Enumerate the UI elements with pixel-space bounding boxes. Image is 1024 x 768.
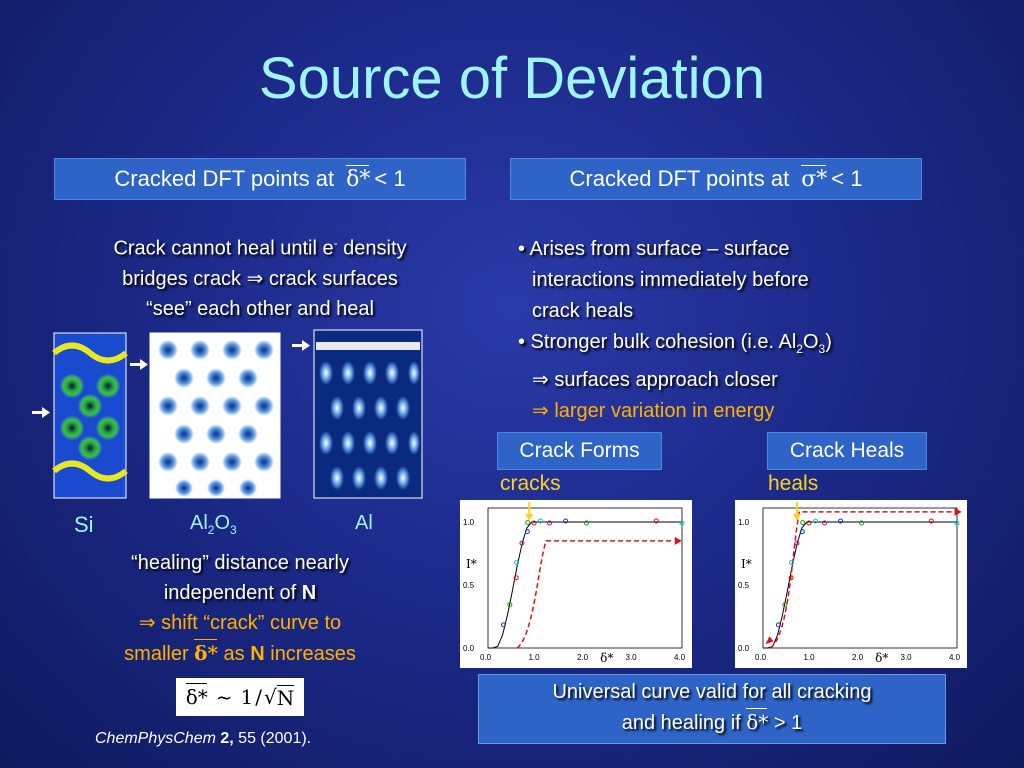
left-arrow-icon <box>32 407 50 418</box>
data-point <box>537 518 543 524</box>
x-tick-label: 2.0 <box>577 653 589 662</box>
healing-description: “healing” distance nearly independent of… <box>124 552 356 665</box>
universal-curve <box>763 521 957 649</box>
right-arrow-icon <box>292 340 310 351</box>
y-tick-label: 1.0 <box>463 518 475 527</box>
dashed-arrowhead <box>674 536 682 545</box>
data-point <box>800 520 806 526</box>
data-point <box>524 529 530 535</box>
right-header-symbol: σ* <box>801 164 828 192</box>
data-point <box>531 520 537 526</box>
y-tick-label: 0.5 <box>738 581 750 590</box>
scaling-formula: δ* ~ 1 / √ N <box>176 678 304 716</box>
left-header-box: Cracked DFT points at δ* < 1 <box>54 158 466 200</box>
shifted-dashed-curve <box>769 511 953 649</box>
citation: ChemPhysChem 2, 55 (2001). <box>95 730 312 747</box>
data-point <box>679 520 685 526</box>
x-tick-label: 3.0 <box>901 653 913 662</box>
dashed-arrowhead <box>954 507 962 516</box>
data-point <box>789 560 795 566</box>
crack-heal-description: Crack cannot heal until e- density bridg… <box>113 236 407 320</box>
data-point <box>812 518 818 524</box>
x-tick-label: 1.0 <box>529 653 541 662</box>
data-point <box>794 540 800 546</box>
dashed-arrowhead <box>765 636 774 645</box>
al-label: Al <box>355 512 373 534</box>
data-point <box>799 529 805 535</box>
y-tick-label: 0.0 <box>463 644 475 653</box>
data-point <box>954 520 960 526</box>
x-tick-label: 1.0 <box>804 653 816 662</box>
shifted-dashed-curve <box>516 540 673 649</box>
x-tick-label: 2.0 <box>852 653 864 662</box>
deviation-bullets: • Arises from surface – surface interact… <box>518 238 832 422</box>
data-point <box>838 518 844 524</box>
y-tick-label: 1.0 <box>738 518 750 527</box>
indicator-arrowhead <box>792 514 801 521</box>
data-point <box>525 520 531 526</box>
left-header-symbol: δ* <box>346 164 371 192</box>
crack-heals-plot: 0.0 1.0 2.0 3.0 4.0 0.0 0.5 1.0 I* δ* <box>735 500 967 668</box>
si-label: Si <box>74 512 94 537</box>
y-tick-label: 0.0 <box>738 644 750 653</box>
cracks-label: cracks <box>500 472 561 495</box>
universal-curve-box: Universal curve valid for all cracking a… <box>478 674 946 744</box>
data-point <box>547 520 553 526</box>
x-tick-label: 4.0 <box>674 653 686 662</box>
plot-frame <box>762 507 958 649</box>
data-point <box>788 575 794 581</box>
right-header-suffix: < 1 <box>831 166 863 191</box>
middle-arrow-icon <box>130 359 148 370</box>
data-point <box>775 622 781 628</box>
y-tick-label: 0.5 <box>463 581 475 590</box>
right-header-prefix: Cracked DFT points at <box>569 166 790 191</box>
al2o3-density-image <box>149 332 281 499</box>
data-point <box>563 518 569 524</box>
x-tick-label: 4.0 <box>949 653 961 662</box>
data-point <box>519 540 525 546</box>
data-point <box>806 520 812 526</box>
data-point <box>928 518 934 524</box>
data-point <box>822 520 828 526</box>
heals-label: heals <box>768 472 819 495</box>
left-header-suffix: < 1 <box>374 166 406 191</box>
data-point <box>514 560 520 566</box>
crack-heals-box: Crack Heals <box>767 432 927 470</box>
x-tick-label: 3.0 <box>626 653 638 662</box>
data-point <box>584 520 589 526</box>
x-tick-label: 0.0 <box>755 653 767 662</box>
crack-forms-plot: 0.0 1.0 2.0 3.0 4.0 0.0 0.5 1.0 I* δ* <box>460 500 692 668</box>
left-header-prefix: Cracked DFT points at <box>114 166 335 191</box>
indicator-arrowhead <box>525 514 534 521</box>
right-header-box: Cracked DFT points at σ* < 1 <box>510 158 922 200</box>
data-point <box>782 602 788 608</box>
data-point <box>507 602 513 608</box>
plot-frame <box>487 507 683 649</box>
si-density-image <box>52 332 128 499</box>
crack-forms-box: Crack Forms <box>497 432 662 470</box>
x-axis-label: δ* <box>875 651 888 665</box>
data-point <box>513 575 519 581</box>
x-axis-label: δ* <box>600 651 613 665</box>
al2o3-label: Al2O3 <box>190 512 237 537</box>
x-tick-label: 0.0 <box>480 653 492 662</box>
y-axis-label: I* <box>466 557 477 571</box>
slide-title: Source of Deviation <box>258 46 766 111</box>
y-axis-label: I* <box>741 557 752 571</box>
density-images <box>32 329 423 499</box>
data-point <box>653 518 659 524</box>
data-point <box>859 520 864 526</box>
data-point <box>500 622 506 628</box>
al-density-image <box>313 329 423 499</box>
